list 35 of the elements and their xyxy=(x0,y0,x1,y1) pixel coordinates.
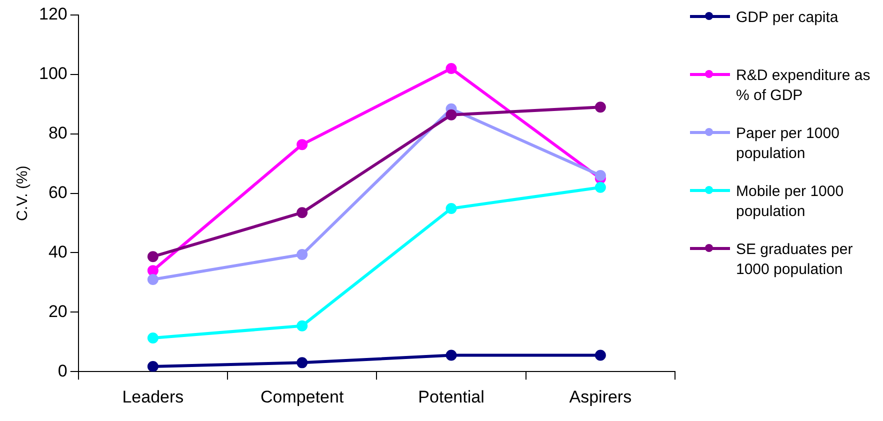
point xyxy=(296,207,308,218)
point xyxy=(446,350,457,361)
point xyxy=(147,361,158,372)
point xyxy=(594,350,606,361)
point xyxy=(446,202,457,214)
y-tick-label: 120 xyxy=(38,4,68,24)
point xyxy=(594,182,606,193)
x-tick-label: Leaders xyxy=(122,387,184,406)
x-tick-label: Aspirers xyxy=(569,387,632,406)
y-tick-label: 0 xyxy=(58,361,68,380)
y-tick-label: 100 xyxy=(38,64,68,84)
x-tick-label: Potential xyxy=(418,387,484,406)
legend-label: GDP per capita xyxy=(736,8,838,28)
point xyxy=(594,102,606,113)
point xyxy=(147,274,158,285)
point xyxy=(296,139,308,150)
legend-label: Paper per 1000 population xyxy=(736,124,840,164)
y-tick-label: 20 xyxy=(48,302,68,321)
point xyxy=(594,170,606,181)
point xyxy=(147,332,158,344)
legend-label: SE graduates per 1000 population xyxy=(736,240,854,280)
y-tick-label: 40 xyxy=(48,242,68,262)
y-tick-label: 60 xyxy=(48,182,68,202)
point xyxy=(147,251,158,262)
point xyxy=(446,62,457,74)
x-tick-label: Competent xyxy=(260,387,344,406)
legend-label: R&D expenditure as % of GDP xyxy=(736,66,872,106)
point xyxy=(296,320,308,332)
point xyxy=(147,265,158,276)
point xyxy=(296,249,308,260)
y-tick-label: 80 xyxy=(48,124,68,143)
point xyxy=(296,357,308,368)
point xyxy=(446,109,457,120)
legend-label: Mobile per 1000 population xyxy=(736,182,845,222)
y-axis-title: C.V. (%) xyxy=(14,166,32,221)
